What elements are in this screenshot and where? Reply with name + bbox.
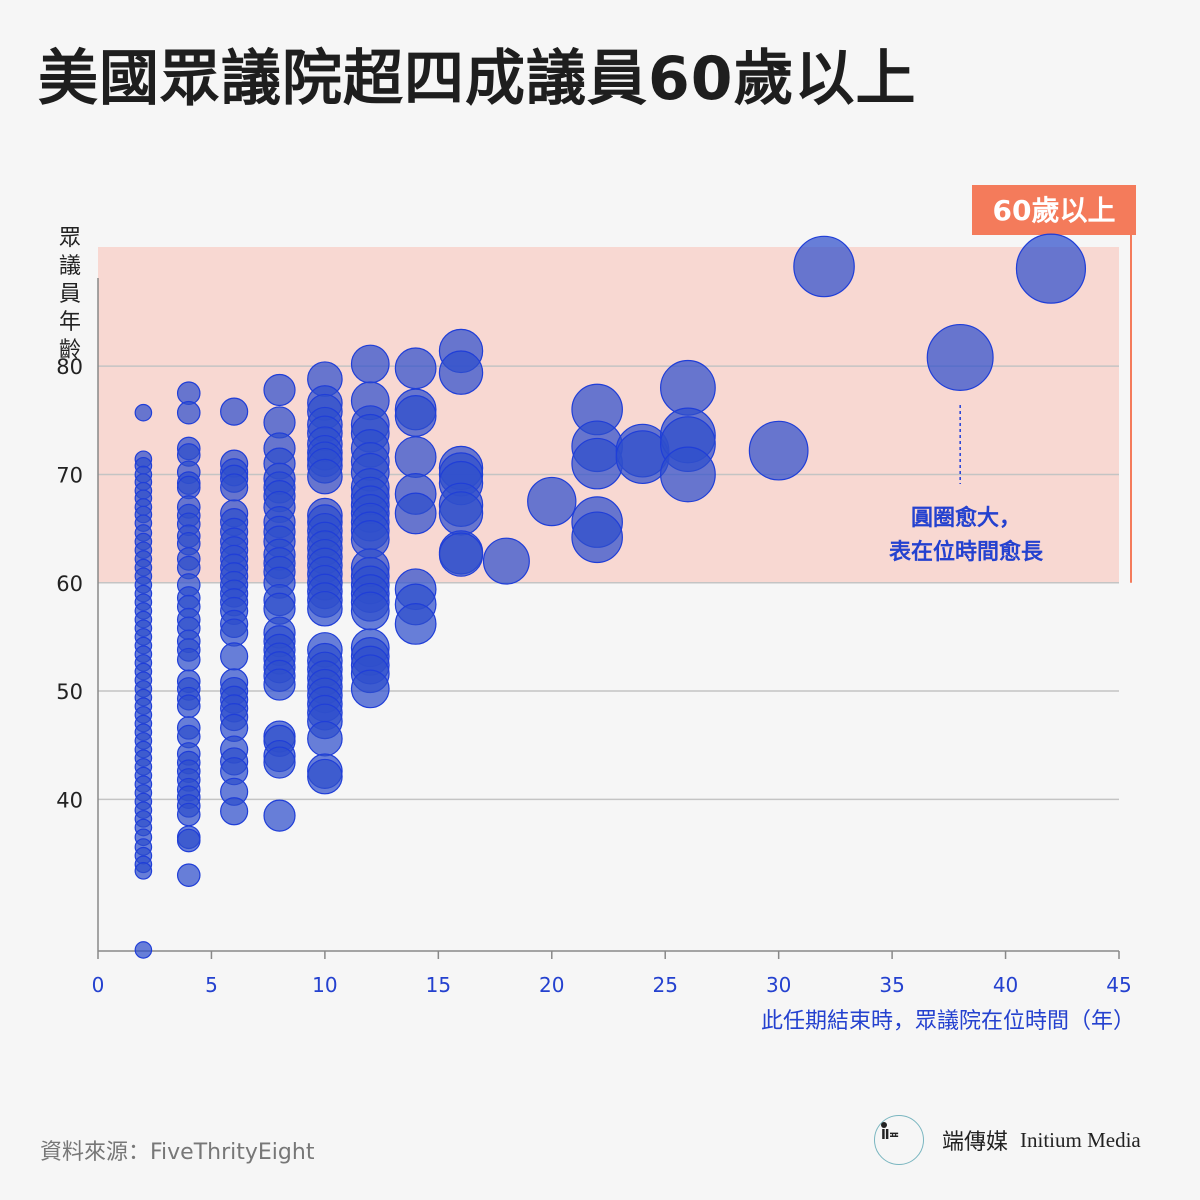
x-tick-label: 5 [205, 973, 218, 997]
bubble-point [176, 863, 201, 887]
bubble-point [176, 694, 201, 719]
bubble-point [1015, 233, 1087, 304]
annotation-line-2: 表在位時間愈長 [889, 539, 1044, 565]
bubble-point [307, 458, 343, 495]
bubble-point [307, 758, 343, 795]
bubble-point [134, 941, 153, 959]
bubble-point [220, 618, 249, 647]
over-60-badge-label: 60歲以上 [993, 194, 1116, 227]
x-tick-label: 0 [92, 973, 105, 997]
bubble-point [220, 642, 249, 671]
y-axis-label: 眾議員年齡 [59, 226, 81, 363]
logo-english: Initium Media [1020, 1127, 1141, 1152]
x-tick-label: 25 [652, 973, 677, 997]
bubble-point [793, 235, 855, 298]
bubble-point [350, 344, 390, 384]
initium-logo: Ⅱ≖ 端傳媒 Initium Media [874, 1115, 1141, 1165]
bubble-point [482, 537, 530, 585]
bubble-point [176, 802, 201, 827]
bubble-point [220, 473, 249, 502]
over-60-badge [972, 185, 1136, 235]
logo-name: 端傳媒 [942, 1130, 1009, 1155]
bubble-point [748, 420, 809, 481]
bubble-point [660, 359, 716, 416]
y-tick-label: 50 [56, 680, 83, 704]
x-tick-labels: 0 5 10 15 20 25 30 35 40 45 [92, 951, 1132, 997]
bubble-point [394, 492, 437, 535]
bubble-point [176, 828, 201, 853]
annotation-line-1: 圓圈愈大， [911, 505, 1021, 531]
x-tick-label: 30 [766, 973, 791, 997]
bubble-point [263, 799, 296, 832]
bubble-point [350, 591, 390, 631]
bubble-point [571, 437, 623, 490]
bubble-point [176, 400, 201, 425]
y-tick-label: 70 [56, 463, 83, 487]
bubble-point [307, 720, 343, 757]
bubble-point [438, 532, 484, 577]
bubbles [134, 233, 1087, 959]
bubble-point [438, 350, 484, 395]
x-tick-label: 10 [312, 973, 337, 997]
bubble-point [571, 511, 623, 564]
bubble-point [220, 397, 249, 426]
y-tick-labels: 40 50 60 70 80 [56, 355, 83, 812]
bubble-point [263, 668, 296, 701]
bubble-point [926, 323, 994, 391]
logo-mark-icon: Ⅱ≖ [874, 1115, 924, 1165]
bubble-point [263, 746, 296, 779]
bubble-point [394, 603, 437, 645]
bubble-point [263, 373, 296, 407]
bubble-point [134, 862, 153, 880]
x-tick-label: 45 [1106, 973, 1131, 997]
bubble-point [660, 446, 716, 503]
y-tick-label: 60 [56, 572, 83, 596]
x-axis-label: 此任期結束時，眾議院在位時間（年） [761, 1009, 1135, 1034]
bubble-point [350, 669, 390, 709]
bubble-point [220, 797, 249, 826]
page-title: 美國眾議院超四成議員60歲以上 [38, 44, 917, 114]
bubble-point [394, 436, 437, 479]
x-tick-label: 40 [993, 973, 1018, 997]
x-tick-label: 20 [539, 973, 564, 997]
bubble-point [307, 590, 343, 627]
y-tick-label: 40 [56, 788, 83, 812]
x-tick-label: 15 [426, 973, 451, 997]
bubble-point [134, 403, 153, 422]
bubble-point [394, 347, 437, 390]
source-note: 資料來源：FiveThrityEight [40, 1140, 315, 1165]
y-tick-label: 80 [56, 355, 83, 379]
bubble-point [438, 491, 484, 536]
x-tick-label: 35 [879, 973, 904, 997]
bubble-point [394, 395, 437, 437]
bubble-point [527, 476, 577, 527]
bubble-point [176, 647, 201, 672]
